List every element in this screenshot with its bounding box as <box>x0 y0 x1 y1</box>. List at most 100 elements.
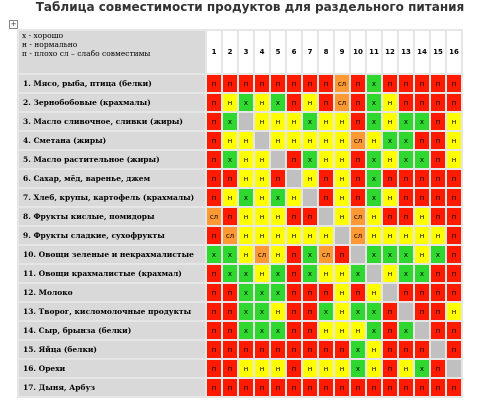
table-row: 1. Мясо, рыба, птица (белки) п п п п п п п п сл п х… <box>19 75 461 92</box>
table-cell: н <box>255 170 269 187</box>
table-row: 3. Масло сливочное, сливки (жиры) п х н н н х н… <box>19 113 461 130</box>
column-header: 11 <box>367 31 381 73</box>
table-cell: п <box>255 341 269 358</box>
table-cell: х <box>415 265 429 282</box>
table-cell: п <box>351 151 365 168</box>
table-cell: н <box>383 265 397 282</box>
table-cell: х <box>303 246 317 263</box>
column-header: 8 <box>319 31 333 73</box>
table-cell: п <box>447 265 461 282</box>
table-cell <box>239 113 253 130</box>
table-body: 1. Мясо, рыба, птица (белки) п п п п п п п п сл п х… <box>19 75 461 396</box>
row-label: 16. Орехи <box>19 360 205 377</box>
table-cell: п <box>399 189 413 206</box>
table-cell: п <box>303 284 317 301</box>
table-cell: н <box>383 94 397 111</box>
table-cell: п <box>415 341 429 358</box>
table-cell: п <box>351 75 365 92</box>
column-header: 4 <box>255 31 269 73</box>
column-header: 2 <box>223 31 237 73</box>
table-cell: п <box>415 284 429 301</box>
table-cell: н <box>255 151 269 168</box>
row-label: 3. Масло сливочное, сливки (жиры) <box>19 113 205 130</box>
table-cell: х <box>367 151 381 168</box>
table-cell: н <box>271 227 285 244</box>
table-cell: х <box>351 303 365 320</box>
table-cell: п <box>335 379 349 396</box>
table-cell: п <box>415 132 429 149</box>
table-cell: п <box>431 303 445 320</box>
table-cell: п <box>287 265 301 282</box>
row-label: 9. Фрукты сладкие, сухофрукты <box>19 227 205 244</box>
table-cell: х <box>271 189 285 206</box>
table-cell: п <box>223 284 237 301</box>
table-cell: н <box>431 227 445 244</box>
table-cell: п <box>207 379 221 396</box>
table-cell: н <box>335 303 349 320</box>
table-row: 12. Молоко п п х х х п п п н п н п п п п <box>19 284 461 301</box>
table-cell: х <box>351 265 365 282</box>
table-cell: п <box>207 132 221 149</box>
table-cell: сл <box>223 227 237 244</box>
table-cell: п <box>447 208 461 225</box>
table-cell: сл <box>207 208 221 225</box>
table-cell: п <box>223 170 237 187</box>
row-label: 12. Молоко <box>19 284 205 301</box>
table-cell: н <box>287 132 301 149</box>
table-cell: п <box>207 151 221 168</box>
table-cell: п <box>415 189 429 206</box>
table-cell: п <box>431 208 445 225</box>
table-cell: н <box>287 113 301 130</box>
table-cell: п <box>207 360 221 377</box>
table-cell: п <box>383 303 397 320</box>
table-cell: п <box>287 246 301 263</box>
table-cell: п <box>431 132 445 149</box>
table-cell: н <box>335 265 349 282</box>
table-cell: п <box>447 227 461 244</box>
table-cell: н <box>319 322 333 339</box>
legend-line: х - хорошо <box>22 31 64 40</box>
row-label: 6. Сахар, мёд, варенье, джем <box>19 170 205 187</box>
row-label: 17. Дыня, Арбуз <box>19 379 205 396</box>
column-header: 12 <box>383 31 397 73</box>
table-cell: н <box>303 360 317 377</box>
table-cell: п <box>207 189 221 206</box>
table-cell: п <box>319 94 333 111</box>
table-cell <box>335 227 349 244</box>
table-cell: х <box>239 322 253 339</box>
table-cell: х <box>255 303 269 320</box>
table-cell: н <box>303 170 317 187</box>
row-label: 2. Зернобобовые (крахмалы) <box>19 94 205 111</box>
table-cell: н <box>271 303 285 320</box>
table-cell: п <box>399 94 413 111</box>
table-cell: н <box>383 189 397 206</box>
table-cell: х <box>303 113 317 130</box>
table-cell <box>319 208 333 225</box>
table-cell: н <box>335 151 349 168</box>
table-cell: п <box>207 113 221 130</box>
table-cell: п <box>319 75 333 92</box>
row-label: 10. Овощи зеленые и некрахмалистые <box>19 246 205 263</box>
expand-icon[interactable]: + <box>9 20 18 29</box>
table-cell: п <box>447 94 461 111</box>
table-cell: п <box>271 170 285 187</box>
table-cell <box>271 151 285 168</box>
table-cell: н <box>447 151 461 168</box>
table-header-row: х - хорошо н - нормально п - плохо сл – … <box>19 31 461 73</box>
table-cell <box>399 303 413 320</box>
table-cell: н <box>255 265 269 282</box>
table-cell: п <box>303 322 317 339</box>
table-cell: н <box>319 151 333 168</box>
row-label: 5. Масло растительное (жиры) <box>19 151 205 168</box>
table-cell: п <box>287 322 301 339</box>
table-cell: п <box>399 208 413 225</box>
table-cell: п <box>303 379 317 396</box>
table-cell: х <box>383 132 397 149</box>
table-cell: н <box>335 113 349 130</box>
table-cell: п <box>383 208 397 225</box>
table-cell: н <box>367 208 381 225</box>
table-cell: п <box>447 189 461 206</box>
table-cell: н <box>319 113 333 130</box>
table-cell: н <box>255 113 269 130</box>
table-cell: н <box>319 132 333 149</box>
